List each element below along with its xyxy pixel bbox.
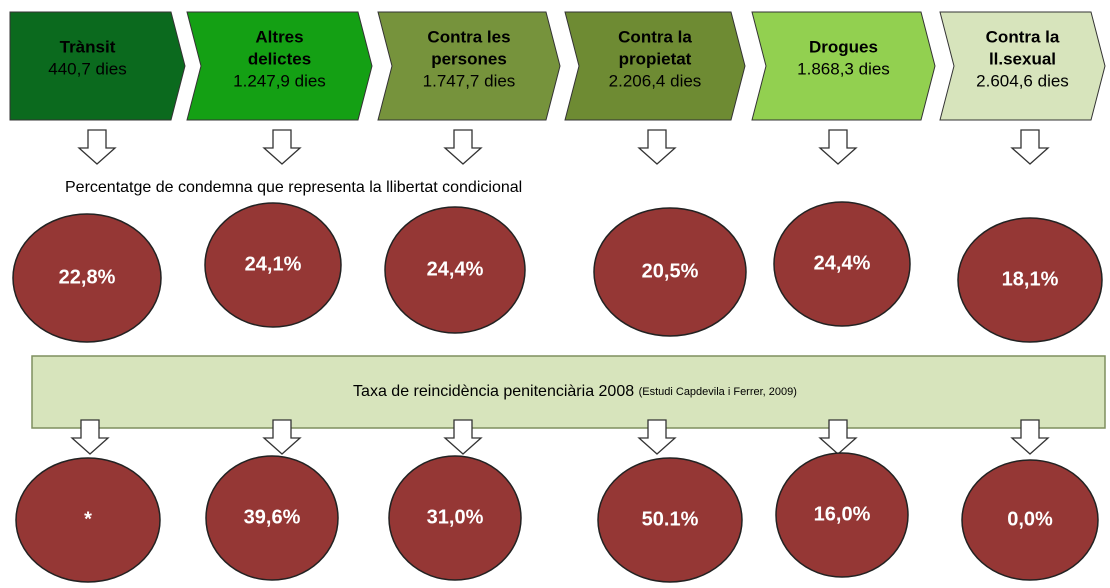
down-arrow	[818, 129, 858, 165]
category-chevron	[751, 11, 936, 121]
down-arrow	[70, 419, 110, 455]
category-days: 2.604,6 dies	[976, 71, 1069, 90]
caption: Percentatge de condemna que representa l…	[65, 179, 522, 196]
reoffence-value: 31,0%	[427, 506, 484, 528]
category-chevron	[186, 11, 373, 121]
category-days: 1.747,7 dies	[423, 71, 516, 90]
down-arrow	[1010, 419, 1050, 455]
category-name: Altres	[255, 27, 303, 46]
banner-text: Taxa de reincidència penitenciària 2008 …	[353, 383, 797, 400]
down-arrow	[637, 419, 677, 455]
down-arrow	[637, 129, 677, 165]
parole-circle	[593, 207, 747, 337]
category-name: propietat	[619, 49, 692, 68]
down-arrow	[443, 129, 483, 165]
banner-title: Taxa de reincidència penitenciària 2008	[353, 383, 634, 400]
reoffence-value: 16,0%	[814, 503, 871, 525]
parole-value: 24,4%	[814, 252, 871, 274]
parole-circle	[12, 213, 162, 343]
category-chevron	[9, 11, 186, 121]
reoffence-circle	[597, 457, 743, 583]
down-arrow	[1010, 129, 1050, 165]
reoffence-value: 39,6%	[244, 506, 301, 528]
category-name: Drogues	[809, 37, 878, 56]
reoffence-circle	[388, 455, 522, 581]
category-days: 2.206,4 dies	[609, 71, 702, 90]
reoffence-value: 50.1%	[642, 508, 699, 530]
category-name: persones	[431, 49, 507, 68]
category-name: Trànsit	[60, 37, 116, 56]
parole-value: 24,1%	[245, 253, 302, 275]
category-name: Contra les	[427, 27, 510, 46]
category-days: 1.247,9 dies	[233, 71, 326, 90]
reoffence-circle	[15, 457, 161, 583]
parole-value: 18,1%	[1002, 268, 1059, 290]
category-days: 1.868,3 dies	[797, 59, 890, 78]
banner	[31, 355, 1106, 429]
reoffence-circle	[961, 459, 1099, 581]
category-name: ll.sexual	[989, 49, 1056, 68]
reoffence-circle	[205, 455, 339, 581]
reoffence-circle	[775, 452, 909, 578]
category-chevron	[939, 11, 1106, 121]
parole-value: 20,5%	[642, 260, 699, 282]
category-name: delictes	[248, 49, 311, 68]
down-arrow	[818, 419, 858, 455]
reoffence-value: 0,0%	[1007, 508, 1053, 530]
category-days: 440,7 dies	[48, 59, 126, 78]
down-arrow	[262, 129, 302, 165]
parole-circle	[384, 206, 526, 334]
down-arrow	[77, 129, 117, 165]
category-chevron	[377, 11, 561, 121]
category-name: Contra la	[618, 27, 692, 46]
parole-circle	[773, 201, 911, 327]
reoffence-value: *	[84, 508, 92, 530]
category-chevron	[564, 11, 746, 121]
category-name: Contra la	[986, 27, 1060, 46]
down-arrow	[443, 419, 483, 455]
down-arrow	[262, 419, 302, 455]
parole-circle	[204, 202, 342, 328]
parole-circle	[957, 217, 1103, 343]
parole-value: 22,8%	[59, 266, 116, 288]
banner-source: (Estudi Capdevila i Ferrer, 2009)	[639, 386, 797, 398]
parole-value: 24,4%	[427, 258, 484, 280]
